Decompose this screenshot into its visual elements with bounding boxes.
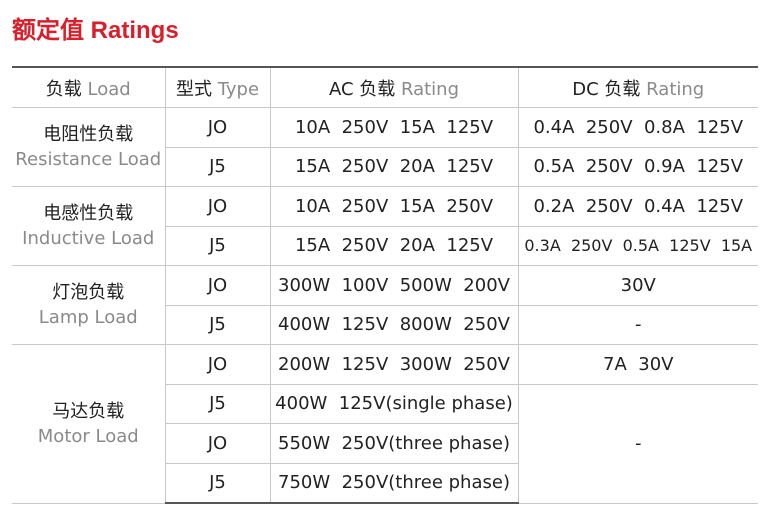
dc-cell: 0.5A 250V 0.9A 125V [517,146,758,187]
group-zh: 电感性负载 [43,203,134,224]
header-zh: 负载 [45,78,82,100]
group-en: Lamp Load [38,307,138,328]
ac-cell: 15A 250V 20A 125V [269,146,519,187]
ac-cell: 750W 250V(three phase) [269,462,518,504]
type-cell: JO [164,344,271,385]
group-en: Motor Load [37,425,139,447]
group-cell: 灯泡负载 Lamp Load [12,265,166,345]
header-zh: DC 负载 [572,78,641,100]
header-zh: AC 负载 [328,78,396,100]
header-row: 负载 Load 型式 Type AC 负载 Rating DC 负载 Ratin… [12,66,758,108]
column-header: 型式 Type [164,66,271,108]
ac-cell: 10A 250V 15A 250V [269,186,519,227]
dc-cell: 30V [517,265,758,306]
ratings-table: 负载 Load 型式 Type AC 负载 Rating DC 负载 Ratin… [12,66,758,504]
type-cell: JO [165,423,271,464]
dc-cell: 0.4A 250V 0.8A 125V [517,107,758,148]
group-en: Resistance Load [15,149,162,170]
type-cell: JO [164,265,271,306]
header-en: Type [217,78,260,100]
dc-cell: 0.3A 250V 0.5A 125V 15A [517,225,758,266]
group-zh: 电阻性负载 [43,124,134,145]
group-cell: 电感性负载 Inductive Load [12,186,166,266]
ac-cell: 400W 125V(single phase) [269,383,519,424]
header-en: Load [87,78,131,100]
dc-cell: - [517,383,758,504]
header-en: Rating [400,78,460,100]
type-cell: JO [164,186,271,227]
type-cell: J5 [165,225,271,266]
column-header: 负载 Load [12,66,166,108]
column-header: AC 负载 Rating [269,66,519,108]
ac-cell: 400W 125V 800W 250V [269,304,519,345]
dc-cell: 7A 30V [517,344,758,385]
ac-cell: 15A 250V 20A 125V [269,225,519,266]
type-cell: J5 [165,383,271,424]
type-cell: J5 [165,304,271,345]
header-zh: 型式 [175,78,212,100]
ac-cell: 200W 125V 300W 250V [269,344,519,385]
dc-cell: 0.2A 250V 0.4A 125V [517,186,758,227]
type-cell: J5 [165,462,271,504]
ac-cell: 10A 250V 15A 125V [269,107,519,148]
title: 额定值 Ratings [12,17,179,44]
group-cell: 电阻性负载 Resistance Load [12,107,166,187]
type-cell: J5 [165,146,271,187]
ac-cell: 300W 100V 500W 200V [269,265,519,306]
type-cell: JO [164,107,271,148]
group-zh: 马达负载 [52,400,125,422]
column-header: DC 负载 Rating [517,66,758,108]
group-cell: 马达负载 Motor Load [12,344,166,504]
dc-cell: - [517,304,758,345]
header-en: Rating [646,78,705,100]
ac-cell: 550W 250V(three phase) [269,423,518,464]
group-zh: 灯泡负载 [52,282,125,303]
group-en: Inductive Load [22,228,155,249]
